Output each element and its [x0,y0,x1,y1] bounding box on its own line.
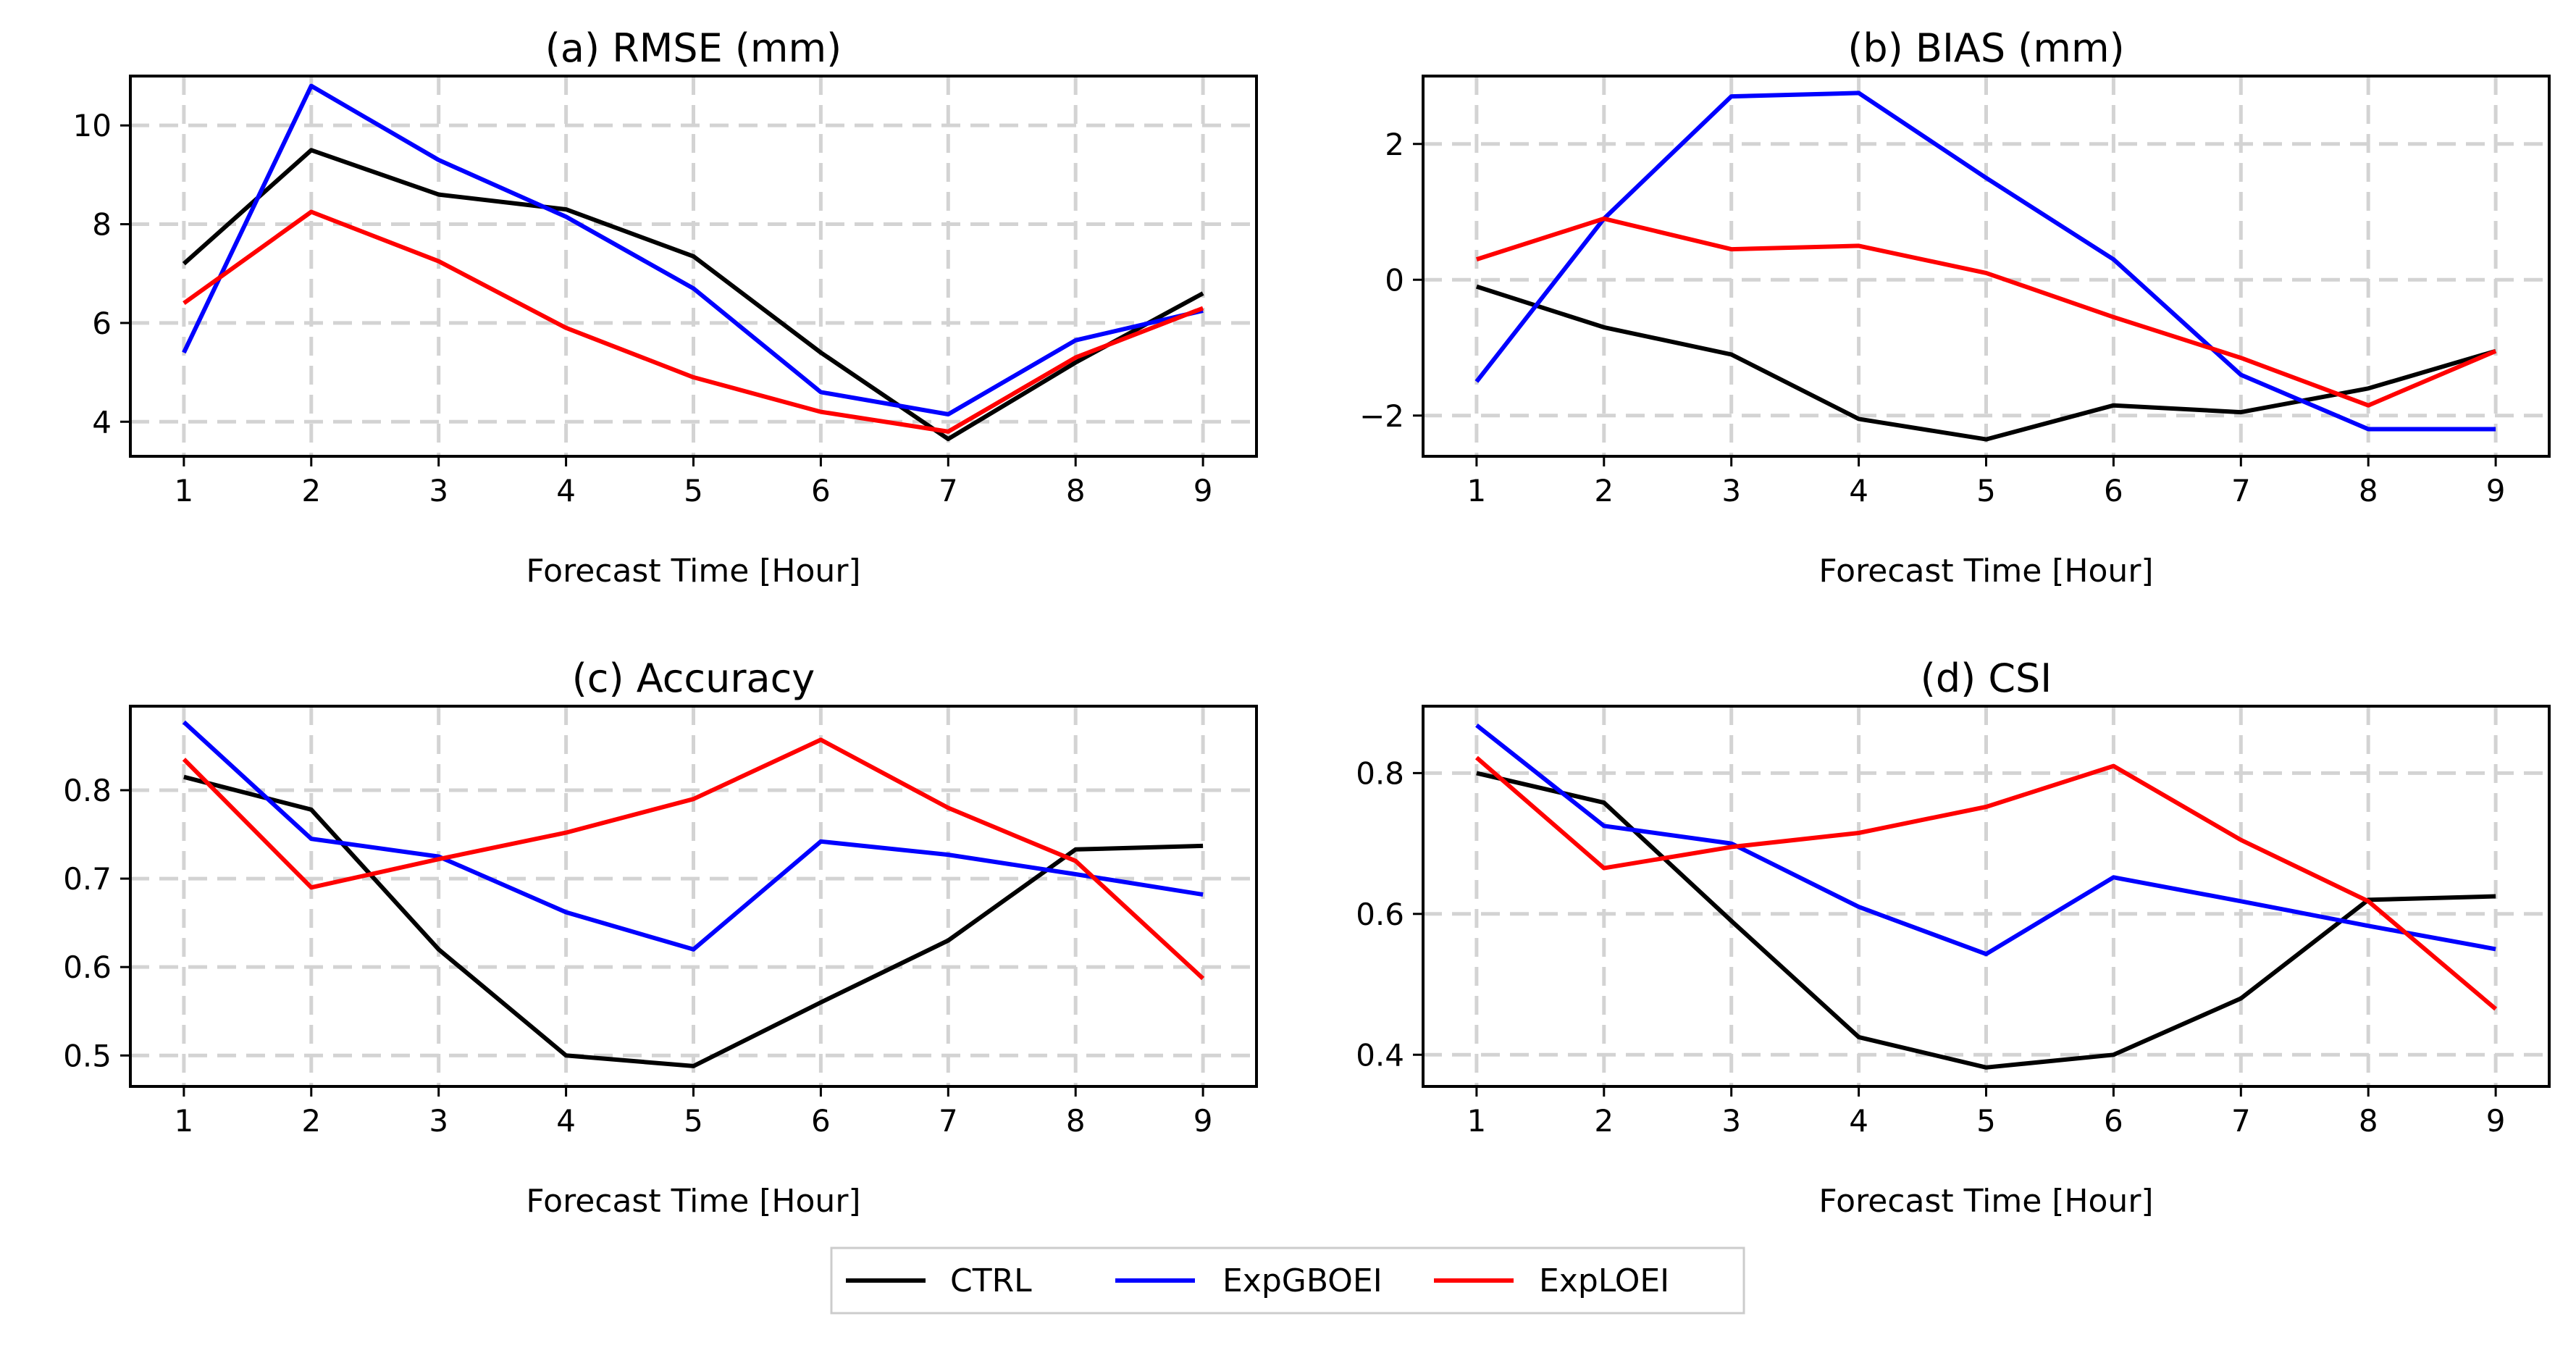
y-tick-label: 2 [1385,127,1404,162]
legend: CTRL ExpGBOEI ExpLOEI [830,1246,1745,1315]
series-line-ctrl [1475,284,2496,442]
x-tick-label: 1 [1467,473,1487,508]
panel-a-rmse-mm: 1 2 3 4 5 6 7 8 9 4 6 8 10 (a) RMSE (mm) Forecast Time… [73,25,1258,590]
panel-title: (b) BIAS (mm) [1847,25,2124,71]
x-tick-label: 3 [1721,473,1741,508]
y-tick-label: 4 [92,404,112,440]
x-tick-label: 3 [429,1103,448,1139]
x-axis-label: Forecast Time [Hour] [526,553,860,590]
series-line-expgboei [1474,91,2496,432]
series-line-expgboei [182,720,1204,952]
x-tick-label: 2 [1594,473,1614,508]
legend-expgboei-label: ExpGBOEI [1222,1262,1383,1299]
x-axis-label: Forecast Time [Hour] [526,1183,860,1220]
y-tick-label: 6 [92,306,112,341]
x-tick-label: 2 [301,473,321,508]
legend-ctrl-label: CTRL [950,1262,1032,1299]
x-tick-label: 7 [2231,1103,2251,1139]
y-tick-label: 0.5 [63,1038,112,1073]
legend-box [830,1246,1745,1315]
y-tick-label: −2 [1359,398,1404,434]
x-axis-label: Forecast Time [Hour] [1818,1183,2153,1220]
series-line-exploei [1475,216,2497,408]
y-tick-label: 0.7 [63,861,112,897]
x-tick-label: 9 [1193,1103,1213,1139]
x-tick-label: 3 [1721,1103,1741,1139]
x-tick-label: 7 [939,1103,958,1139]
x-tick-label: 1 [175,473,194,508]
x-axis-label: Forecast Time [Hour] [1818,553,2153,590]
x-tick-label: 4 [1849,473,1868,508]
series-line-exploei [1474,755,2498,1011]
x-tick-label: 7 [939,473,958,508]
panel-c-accuracy: 1 2 3 4 5 6 7 8 9 0.5 0.6 0.7 0.8 (c) Accuracy Forecas… [63,655,1258,1220]
x-tick-label: 4 [556,473,576,508]
x-tick-label: 1 [175,1103,194,1139]
y-tick-label: 0 [1385,262,1404,298]
x-tick-label: 2 [1594,1103,1614,1139]
y-tick-label: 0.8 [1356,755,1404,791]
x-tick-label: 7 [2231,473,2251,508]
x-tick-label: 6 [2104,473,2123,508]
series-line-exploei [182,209,1204,434]
series-line-exploei [182,737,1205,981]
x-tick-label: 5 [1976,473,1996,508]
x-tick-label: 9 [2486,473,2506,508]
x-tick-label: 6 [811,1103,831,1139]
series-line-ctrl [1476,771,2496,1070]
series-line-ctrl [183,774,1204,1068]
panel-d-csi: 1 2 3 4 5 6 7 8 9 0.4 0.6 0.8 (d) CSI Forecast Time [… [1356,655,2551,1220]
x-tick-label: 6 [811,473,831,508]
x-tick-label: 8 [1066,473,1086,508]
y-tick-label: 0.4 [1356,1037,1404,1073]
x-tick-label: 1 [1467,1103,1487,1139]
panel-title: (c) Accuracy [572,655,815,701]
x-tick-label: 8 [2359,473,2378,508]
panel-title: (a) RMSE (mm) [545,25,842,71]
x-tick-label: 3 [429,473,448,508]
panel-title: (d) CSI [1921,655,2052,701]
x-tick-label: 9 [1193,473,1213,508]
x-tick-label: 5 [684,1103,703,1139]
x-tick-label: 2 [301,1103,321,1139]
x-tick-label: 5 [1976,1103,1996,1139]
x-tick-label: 5 [684,473,703,508]
y-tick-label: 0.8 [63,773,112,808]
y-tick-label: 8 [92,207,112,243]
x-tick-label: 4 [556,1103,576,1139]
series-line-ctrl [182,148,1204,442]
x-tick-label: 8 [1066,1103,1086,1139]
legend-exploei-label: ExpLOEI [1539,1262,1669,1299]
y-tick-label: 0.6 [1356,897,1404,932]
y-tick-label: 0.6 [63,950,112,985]
x-tick-label: 8 [2359,1103,2378,1139]
series-line-expgboei [1475,723,2496,957]
y-tick-label: 10 [73,108,112,143]
x-tick-label: 9 [2486,1103,2506,1139]
series-line-expgboei [182,83,1204,416]
x-tick-label: 6 [2104,1103,2123,1139]
x-tick-label: 4 [1849,1103,1868,1139]
panel-b-bias-mm: 1 2 3 4 5 6 7 8 9 −2 0 2 (b) BIAS (mm) Forecast Time … [1359,25,2551,590]
